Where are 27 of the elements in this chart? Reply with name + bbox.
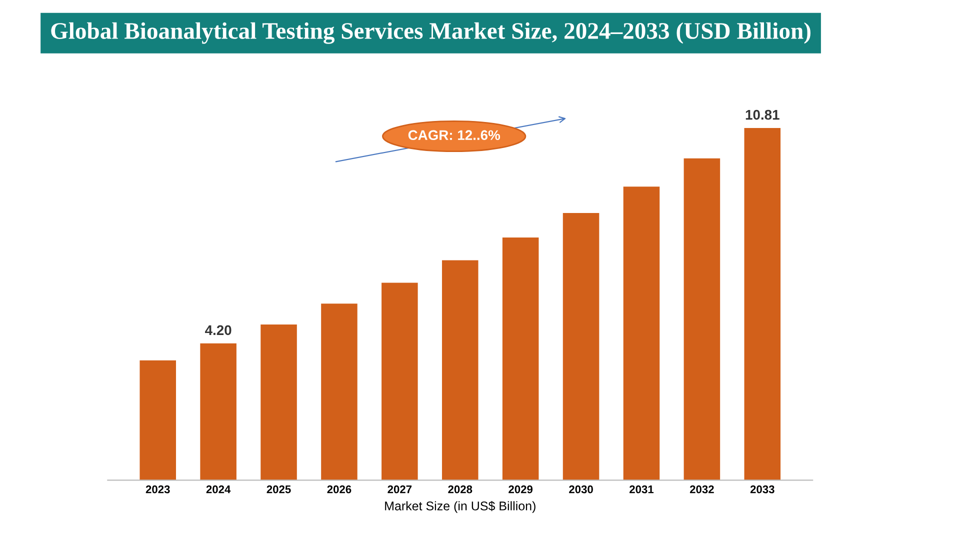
bar xyxy=(623,186,660,480)
x-tick-label: 2031 xyxy=(630,485,654,494)
x-tick-label: 2028 xyxy=(448,485,472,494)
bar xyxy=(744,128,781,480)
x-tick-label: 2029 xyxy=(508,485,533,494)
x-tick-label: 2024 xyxy=(206,485,231,494)
bar xyxy=(321,304,358,480)
chart-title: Global Bioanalytical Testing Services Market Size, 2024–2033 (USD Billion) xyxy=(51,22,810,44)
bar xyxy=(684,158,720,480)
x-tick-label: 2032 xyxy=(690,485,714,494)
data-label: 4.20 xyxy=(205,325,232,336)
bar xyxy=(260,324,297,480)
x-axis-title: Market Size (in US$ Billion) xyxy=(385,501,536,513)
bar xyxy=(562,213,600,480)
x-tick-label: 2030 xyxy=(569,485,593,494)
annotation: CAGR: 12..6% xyxy=(408,130,500,140)
bar xyxy=(442,260,478,480)
bar xyxy=(200,343,236,480)
x-tick-label: 2033 xyxy=(750,485,774,494)
bar xyxy=(502,237,539,480)
data-label: 10.81 xyxy=(746,110,780,120)
x-tick-label: 2025 xyxy=(266,485,291,494)
x-tick-label: 2027 xyxy=(388,485,412,494)
bar xyxy=(140,360,176,480)
x-tick-label: 2023 xyxy=(146,485,170,494)
x-tick-label: 2026 xyxy=(327,485,352,494)
bar xyxy=(382,282,418,480)
